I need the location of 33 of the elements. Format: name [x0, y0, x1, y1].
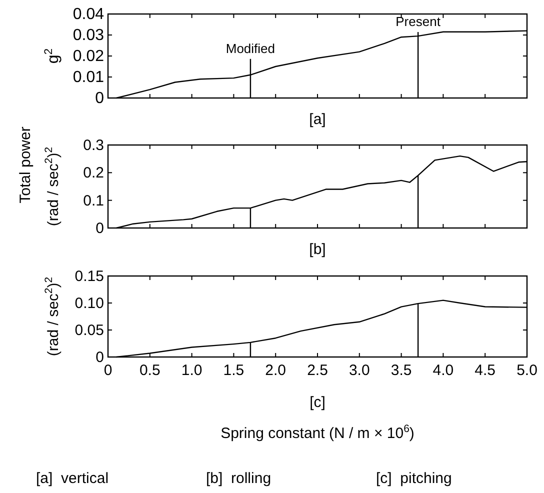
ref-line-label: Present — [396, 14, 441, 30]
text: [a] vertical — [36, 470, 109, 487]
y-tick-label: 0.02 — [72, 48, 104, 65]
y-tick-label: 0 — [96, 349, 104, 366]
y-tick-label: 0.03 — [72, 27, 104, 44]
ref-line-label: Modified — [226, 40, 276, 56]
y-tick-label: 0.10 — [74, 295, 104, 312]
y-tick-label: 0.1 — [83, 192, 104, 210]
x-tick-label: 2.0 — [265, 362, 286, 379]
text: Total power — [17, 126, 34, 204]
x-tick-label: 1.5 — [223, 362, 244, 379]
x-tick-label: 3.5 — [390, 362, 412, 379]
text: [a] — [309, 111, 326, 128]
x-tick-label: 3.0 — [348, 362, 370, 379]
text: [c] pitching — [376, 470, 452, 487]
y-tick-label: 0.04 — [72, 6, 104, 23]
x-tick-label: 4.0 — [432, 362, 454, 379]
x-axis-title: Spring constant (N / m × 10$^{6}$) — [220, 423, 414, 442]
x-tick-label: 2.5 — [307, 362, 328, 379]
y-tick-label: 0.05 — [74, 322, 104, 339]
x-tick-label: 0.5 — [139, 362, 160, 379]
y-tick-label: 0.3 — [83, 137, 104, 154]
y-tick-label: 0 — [95, 90, 104, 107]
y-tick-label: 0 — [96, 220, 104, 237]
text: [c] — [310, 394, 326, 411]
y-tick-label: 0.15 — [74, 268, 104, 285]
text: [b] — [309, 241, 326, 258]
x-tick-label: 5.0 — [516, 362, 538, 379]
x-tick-label: 4.5 — [474, 362, 496, 379]
text: [b] rolling — [206, 470, 272, 487]
x-tick-label: 1.0 — [181, 362, 202, 379]
y-tick-label: 0.2 — [83, 164, 104, 182]
y-tick-label: 0.01 — [72, 69, 104, 86]
